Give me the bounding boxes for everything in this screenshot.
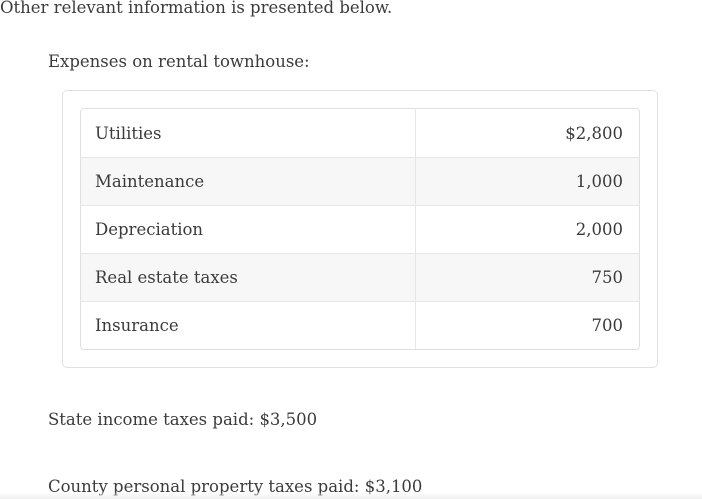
expense-amount: 700 <box>415 302 639 349</box>
expenses-heading: Expenses on rental townhouse: <box>48 52 310 71</box>
county-taxes-line: County personal property taxes paid: $3,… <box>48 477 423 496</box>
expenses-table-card: Utilities $2,800 Maintenance 1,000 Depre… <box>62 90 658 368</box>
intro-paragraph: Other relevant information is presented … <box>0 0 393 17</box>
expense-amount: $2,800 <box>415 109 639 157</box>
table-row: Real estate taxes 750 <box>81 253 639 301</box>
expense-label: Maintenance <box>95 172 205 191</box>
state-taxes-line: State income taxes paid: $3,500 <box>48 410 318 429</box>
expenses-table: Utilities $2,800 Maintenance 1,000 Depre… <box>80 108 640 350</box>
expense-amount: 750 <box>415 254 639 301</box>
expense-amount: 1,000 <box>415 158 639 205</box>
table-row: Utilities $2,800 <box>81 109 639 157</box>
table-row: Insurance 700 <box>81 301 639 349</box>
table-row: Maintenance 1,000 <box>81 157 639 205</box>
expense-amount: 2,000 <box>415 206 639 253</box>
expense-label: Utilities <box>95 123 162 143</box>
expense-label: Real estate taxes <box>95 268 238 287</box>
expense-label: Depreciation <box>95 220 204 239</box>
expense-label: Insurance <box>95 316 179 335</box>
page-bottom-fade <box>0 492 702 499</box>
table-row: Depreciation 2,000 <box>81 205 639 253</box>
